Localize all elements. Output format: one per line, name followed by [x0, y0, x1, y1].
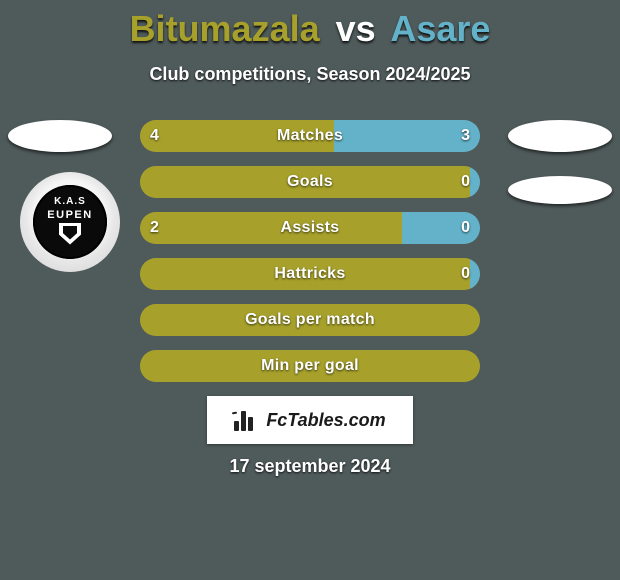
- brand-text: FcTables.com: [266, 410, 385, 431]
- stat-bar-row: Hattricks0: [140, 258, 480, 290]
- stat-bar-label: Goals: [140, 166, 480, 198]
- club-badge-shield-icon: [59, 223, 81, 245]
- stat-bar-row: Matches4 3: [140, 120, 480, 152]
- club-badge: K.A.S EUPEN: [20, 172, 120, 272]
- stats-bar-column: Matches43Goals0Assists20Hattricks0Goals …: [140, 120, 480, 382]
- stat-bar-left-value: 4: [150, 120, 159, 152]
- subtitle: Club competitions, Season 2024/2025: [0, 64, 620, 85]
- stat-bar-label: Goals per match: [140, 304, 480, 336]
- stat-bar-right-value: 3: [461, 120, 470, 152]
- right-side-ellipse: [508, 120, 612, 152]
- club-badge-inner: K.A.S EUPEN: [33, 185, 107, 259]
- date-text: 17 september 2024: [0, 456, 620, 477]
- stat-bar-label: Hattricks: [140, 258, 480, 290]
- stat-bar-row: Min per goal: [140, 350, 480, 382]
- right-side-ellipse-2: [508, 176, 612, 204]
- player1-name: Bitumazala: [130, 8, 320, 49]
- page-root: Bitumazala vs Asare Club competitions, S…: [0, 0, 620, 580]
- vs-label: vs: [336, 8, 376, 49]
- left-side-ellipse: [8, 120, 112, 152]
- stat-bar-right-value: 0: [461, 166, 470, 198]
- player2-name: Asare: [390, 8, 490, 49]
- stat-bar-row: Goals0: [140, 166, 480, 198]
- stat-bar-row: Assists2 0: [140, 212, 480, 244]
- stat-bar-label: Min per goal: [140, 350, 480, 382]
- stat-bar-right-value: 0: [461, 212, 470, 244]
- stat-bar-label: Assists: [140, 212, 480, 244]
- stat-bar-row: Goals per match: [140, 304, 480, 336]
- stat-bar-right-value: 0: [461, 258, 470, 290]
- brand-box: FcTables.com: [207, 396, 413, 444]
- page-title: Bitumazala vs Asare: [0, 0, 620, 50]
- club-badge-bottom-label: EUPEN: [47, 209, 92, 221]
- club-badge-top-label: K.A.S: [54, 196, 86, 207]
- brand-logo-icon: [234, 409, 260, 431]
- stat-bar-label: Matches: [140, 120, 480, 152]
- stat-bar-left-value: 2: [150, 212, 159, 244]
